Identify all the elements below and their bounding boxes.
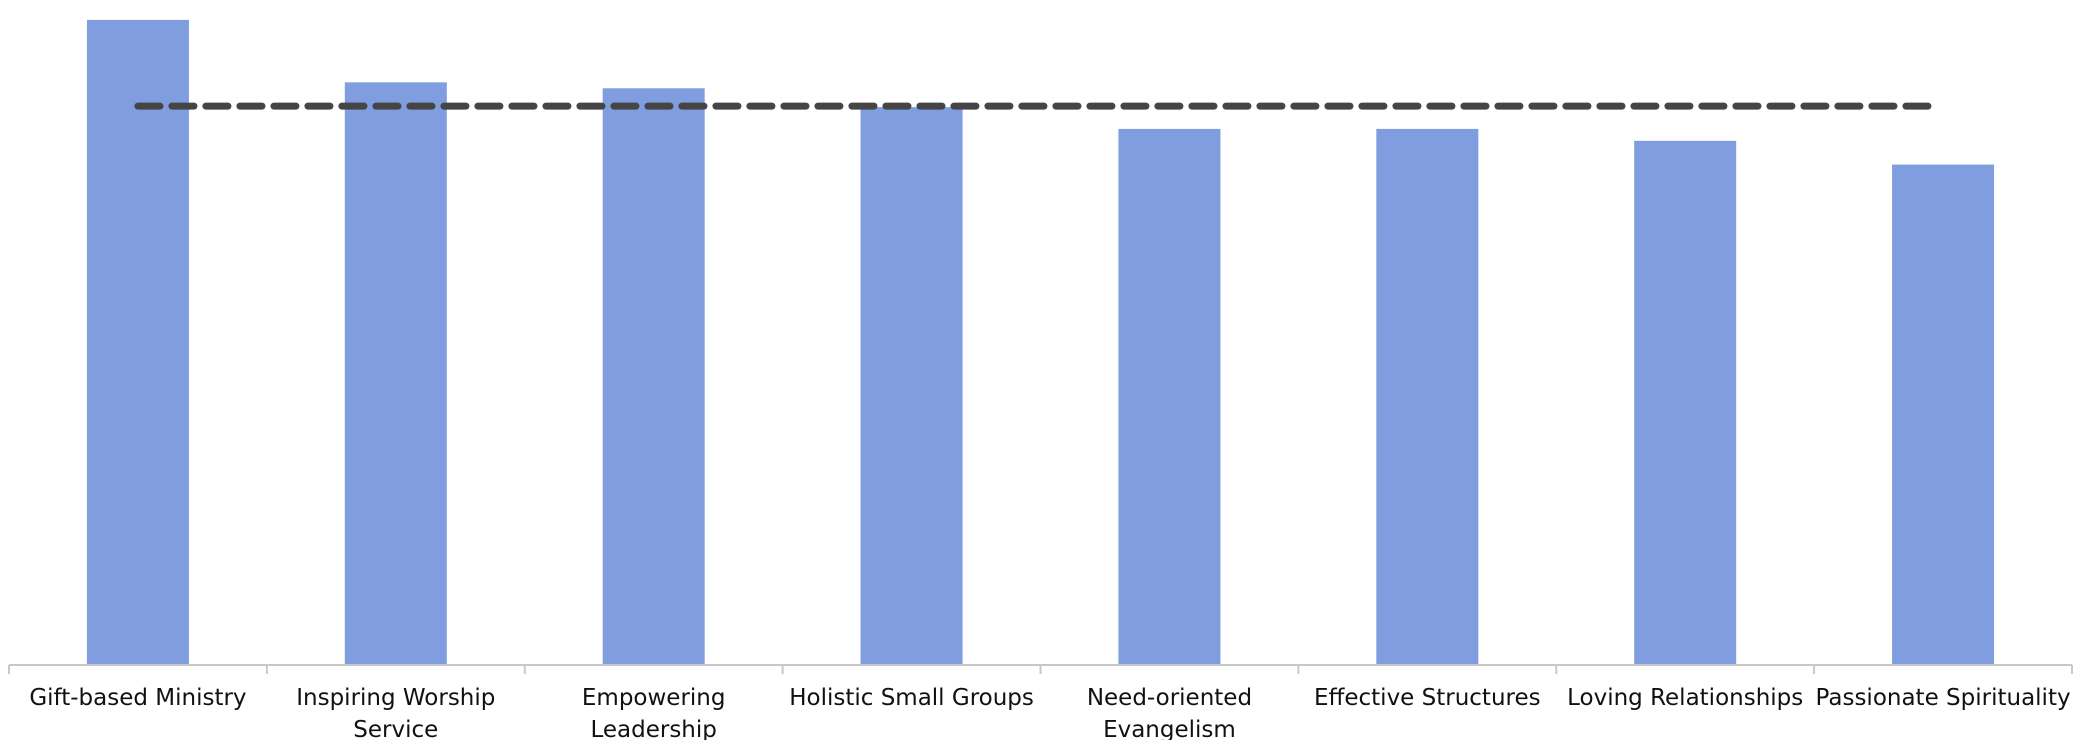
bars-group [86,19,1995,665]
bar-2 [344,82,447,664]
x-tick-label: Evangelism [1103,717,1236,740]
x-tick-labels: Gift-based Ministry Inspiring Worship Serv… [29,685,2070,740]
x-tick-label: Loving Relationships [1567,685,1803,711]
x-tick-label: Need-oriented [1087,685,1252,711]
x-axis [8,664,2073,674]
x-tick-label: Service [353,717,438,740]
x-tick-label: Leadership [590,717,716,740]
bar-4 [860,107,963,665]
x-tick-label: Passionate Spirituality [1816,685,2071,711]
bar-8 [1892,164,1995,664]
bar-3 [602,88,705,665]
x-tick-label: Inspiring Worship [296,685,495,711]
x-tick-label: Holistic Small Groups [789,685,1034,711]
x-tick-label: Empowering [582,685,726,711]
bar-7 [1634,140,1737,665]
bar-1 [86,19,189,664]
x-tick-label: Gift-based Ministry [29,685,246,711]
bar-6 [1376,128,1479,665]
x-tick-label: Effective Structures [1314,685,1541,711]
bar-5 [1118,128,1221,665]
